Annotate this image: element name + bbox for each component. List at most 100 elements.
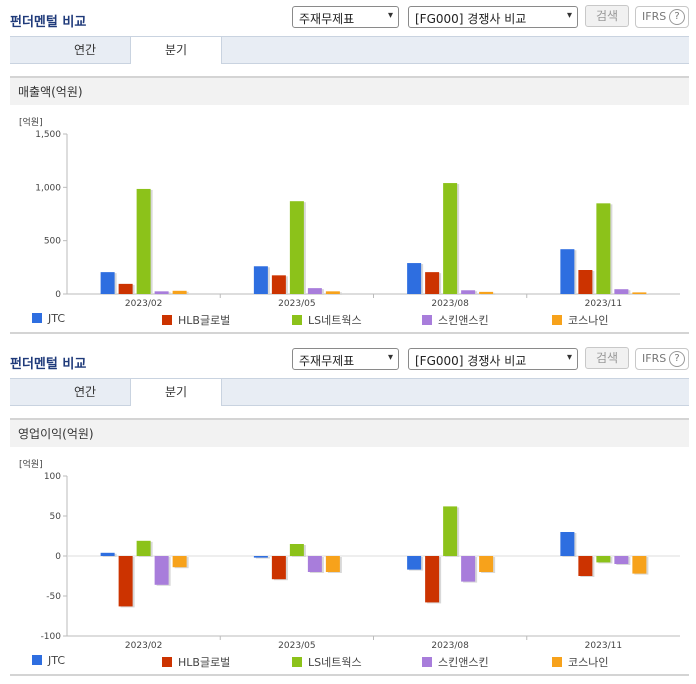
y-tick-label: -50: [46, 592, 61, 602]
peer-group-select[interactable]: [FG000] 경쟁사 비교 ▾: [408, 6, 578, 28]
bar[interactable]: [172, 290, 187, 294]
legend-label: JTC: [48, 312, 65, 325]
legend-item[interactable]: LS네트웍스: [292, 654, 362, 670]
bar[interactable]: [325, 291, 340, 294]
search-button[interactable]: 검색: [585, 5, 629, 27]
legend-swatch: [162, 315, 172, 325]
bar[interactable]: [425, 556, 440, 603]
legend-label: JTC: [48, 654, 65, 667]
bar[interactable]: [479, 291, 494, 294]
bar[interactable]: [560, 249, 575, 294]
bar[interactable]: [100, 272, 115, 294]
bar[interactable]: [253, 266, 268, 294]
bar[interactable]: [289, 544, 304, 556]
legend-item[interactable]: 코스나인: [552, 312, 608, 328]
statement-type-select[interactable]: 주재무제표 ▾: [292, 348, 399, 370]
bar[interactable]: [154, 291, 169, 294]
y-tick-label: 1,000: [35, 183, 61, 193]
bar[interactable]: [289, 201, 304, 294]
bar[interactable]: [479, 556, 494, 572]
legend-item[interactable]: HLB글로벌: [162, 312, 230, 328]
bar[interactable]: [443, 183, 458, 294]
legend-item[interactable]: JTC: [32, 312, 65, 325]
bar[interactable]: [154, 556, 169, 585]
legend-swatch: [552, 315, 562, 325]
bar[interactable]: [632, 292, 647, 294]
legend-item[interactable]: LS네트웍스: [292, 312, 362, 328]
bar[interactable]: [271, 275, 286, 294]
legend-swatch: [292, 315, 302, 325]
bar[interactable]: [461, 290, 476, 294]
panel-operating-profit: 펀더멘털 비교 주재무제표 ▾ [FG000] 경쟁사 비교 ▾ 검색 IFRS…: [0, 342, 696, 684]
bar[interactable]: [136, 188, 151, 294]
bar[interactable]: [118, 283, 133, 294]
legend-label: HLB글로벌: [178, 656, 231, 669]
divider: [10, 332, 689, 334]
legend-swatch: [292, 657, 302, 667]
legend-label: 스킨앤스킨: [438, 656, 489, 669]
legend-item[interactable]: 스킨앤스킨: [422, 654, 489, 670]
peer-group-value: [FG000] 경쟁사 비교: [415, 12, 527, 26]
chevron-down-icon: ▾: [566, 10, 572, 21]
unit-label: [억원]: [19, 460, 43, 470]
operating-profit-bar-chart: -100 -50 0 50 100 2023/02 2023/05 2023/08 2023/1…: [41, 472, 680, 651]
bar[interactable]: [253, 556, 268, 558]
tab-quarterly[interactable]: 분기: [130, 37, 222, 64]
y-tick-label: 100: [44, 472, 61, 482]
bar[interactable]: [614, 556, 629, 564]
tab-annual[interactable]: 연간: [73, 385, 97, 399]
ifrs-button[interactable]: IFRS ?: [635, 348, 689, 370]
bar[interactable]: [407, 556, 422, 570]
divider: [10, 674, 689, 676]
legend-item[interactable]: 스킨앤스킨: [422, 312, 489, 328]
ifrs-button[interactable]: IFRS ?: [635, 6, 689, 28]
x-tick-label: 2023/02: [125, 641, 162, 651]
legend-item[interactable]: 코스나인: [552, 654, 608, 670]
legend-swatch: [32, 655, 42, 665]
bar[interactable]: [578, 270, 593, 294]
bar[interactable]: [136, 540, 151, 556]
peer-group-select[interactable]: [FG000] 경쟁사 비교 ▾: [408, 348, 578, 370]
panel-title: 펀더멘털 비교: [10, 357, 87, 372]
bar-shadow: [634, 293, 649, 295]
statement-type-select[interactable]: 주재무제표 ▾: [292, 6, 399, 28]
legend-label: LS네트웍스: [308, 656, 362, 669]
legend-label: LS네트웍스: [308, 314, 362, 327]
bar[interactable]: [614, 289, 629, 294]
help-icon[interactable]: ?: [669, 351, 685, 367]
bar[interactable]: [596, 203, 611, 294]
bar[interactable]: [425, 272, 440, 294]
bar[interactable]: [307, 556, 322, 572]
search-button[interactable]: 검색: [585, 347, 629, 369]
bar[interactable]: [560, 532, 575, 556]
bar[interactable]: [461, 556, 476, 582]
legend-item[interactable]: HLB글로벌: [162, 654, 230, 670]
help-icon[interactable]: ?: [669, 9, 685, 25]
legend-label: 코스나인: [568, 314, 609, 327]
bar[interactable]: [100, 552, 115, 556]
y-tick-label: 0: [55, 552, 61, 562]
tab-quarterly[interactable]: 분기: [130, 379, 222, 406]
bar[interactable]: [578, 556, 593, 576]
x-tick-label: 2023/05: [278, 641, 315, 651]
bar[interactable]: [596, 556, 611, 563]
legend-swatch: [422, 657, 432, 667]
bar[interactable]: [325, 556, 340, 572]
bar[interactable]: [271, 556, 286, 580]
legend-item[interactable]: JTC: [32, 654, 65, 667]
legend-label: 코스나인: [568, 656, 609, 669]
y-tick-label: 500: [44, 237, 61, 247]
panel-title: 펀더멘털 비교: [10, 15, 87, 30]
bar[interactable]: [172, 556, 187, 568]
peer-group-value: [FG000] 경쟁사 비교: [415, 354, 527, 368]
bar[interactable]: [307, 288, 322, 294]
statement-type-value: 주재무제표: [299, 12, 355, 26]
bar[interactable]: [407, 263, 422, 294]
tab-annual[interactable]: 연간: [73, 43, 97, 57]
legend-swatch: [32, 313, 42, 323]
legend-swatch: [162, 657, 172, 667]
bar[interactable]: [118, 556, 133, 607]
y-tick-label: 1,500: [35, 130, 61, 140]
bar[interactable]: [632, 556, 647, 574]
bar[interactable]: [443, 506, 458, 556]
